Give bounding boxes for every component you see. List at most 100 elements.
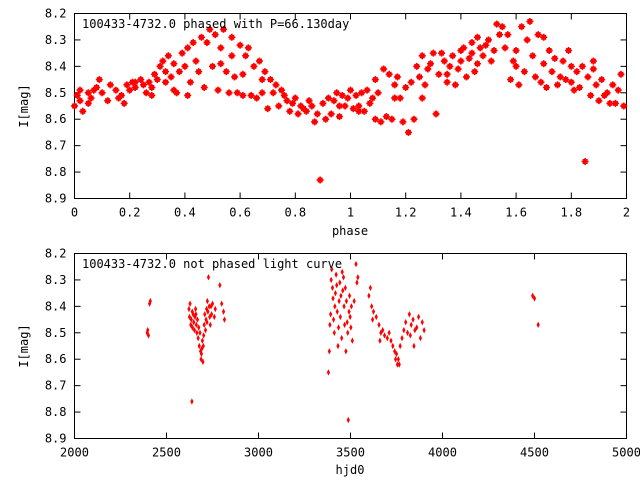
phased-data-point [189, 39, 197, 47]
unphased-data-point [222, 316, 227, 323]
phased-data-point [148, 84, 156, 91]
phased-x-tick-label: 1.8 [560, 206, 582, 220]
unphased-data-point [327, 348, 331, 355]
unphased-data-point [330, 284, 335, 292]
phased-data-point [239, 91, 247, 99]
phased-data-point [217, 60, 225, 68]
phased-data-point [504, 31, 512, 39]
phased-data-point [479, 52, 487, 60]
phased-data-point [253, 94, 261, 102]
phased-data-point [195, 68, 203, 76]
phased-data-point [451, 81, 459, 89]
phased-data-point [509, 57, 517, 65]
unphased-data-point [367, 292, 371, 299]
phased-data-point [471, 68, 479, 76]
phased-data-point [302, 107, 310, 115]
phased-data-point [79, 107, 87, 115]
phased-data-point [164, 52, 172, 60]
unphased-data-point [205, 297, 209, 305]
phased-data-point [493, 20, 501, 28]
phased-data-point [567, 62, 575, 70]
phased-data-point [250, 62, 258, 70]
phased-data-point [388, 115, 396, 123]
unphased-y-tick-label: 8.4 [45, 299, 67, 313]
unphased-data-point [201, 342, 205, 350]
phased-data-point [162, 68, 170, 76]
unphased-data-point [340, 334, 344, 342]
phased-data-point [592, 81, 600, 89]
unphased-data-point [394, 350, 399, 358]
phased-data-point [548, 68, 556, 76]
unphased-data-point [338, 279, 342, 286]
unphased-data-point [202, 321, 206, 329]
phased-data-point [462, 73, 470, 81]
phased-data-point [614, 86, 622, 94]
phased-x-tick-label: 2 [623, 206, 630, 220]
unphased-data-point [532, 295, 537, 302]
phased-data-point [562, 76, 570, 84]
phased-data-point [581, 158, 589, 165]
phased-data-point [233, 89, 241, 97]
unphased-y-axis-label: I[mag] [17, 324, 31, 367]
unphased-data-point [206, 274, 211, 281]
phased-data-point [178, 49, 186, 57]
unphased-data-point [333, 289, 338, 297]
phased-data-point [349, 105, 357, 113]
phased-data-point [512, 47, 520, 54]
phased-data-point [407, 78, 415, 86]
unphased-x-tick-label: 3500 [336, 446, 365, 460]
phased-data-point [374, 89, 382, 97]
phased-y-tick-label: 8.8 [45, 165, 67, 179]
phased-data-point [358, 89, 366, 97]
phased-data-point [156, 62, 164, 70]
phased-data-point [554, 81, 561, 89]
phased-data-point [617, 70, 625, 78]
phased-data-point [228, 52, 236, 60]
phased-data-point [264, 105, 272, 113]
phased-data-point [531, 73, 539, 81]
phased-data-point [87, 94, 95, 102]
phased-data-point [523, 36, 531, 44]
phased-data-point [123, 81, 131, 89]
phased-data-point [335, 113, 343, 121]
phased-y-tick-label: 8.4 [45, 59, 67, 73]
unphased-data-point [393, 348, 397, 355]
unphased-data-point [333, 303, 337, 310]
phased-data-point [476, 44, 484, 52]
phased-y-tick-label: 8.7 [45, 139, 67, 153]
phased-x-tick-label: 1 [347, 206, 354, 220]
phased-data-point [170, 60, 178, 68]
phased-data-point [120, 99, 128, 107]
phased-data-point [186, 78, 194, 86]
unphased-data-point [148, 297, 152, 305]
phased-data-point [609, 81, 617, 89]
phased-data-point [242, 52, 250, 60]
phased-data-point [589, 57, 597, 65]
phased-data-point [385, 70, 393, 78]
unphased-y-tick-label: 8.9 [45, 432, 67, 446]
phased-data-point [148, 91, 156, 99]
phased-data-point [117, 91, 125, 99]
phased-data-point [559, 57, 567, 65]
phased-data-point [578, 62, 586, 70]
phased-data-point [443, 70, 451, 78]
phased-data-point [432, 110, 440, 118]
phased-x-tick-labels: 0 0.2 0.4 0.6 0.8 1 1.2 1.4 1.6 1.8 2 [71, 206, 630, 220]
phased-data-point [526, 17, 534, 25]
unphased-data-point [220, 300, 224, 307]
phased-data-point [457, 57, 465, 65]
unphased-data-point [337, 297, 341, 305]
phased-y-tick-label: 8.5 [45, 86, 67, 100]
phased-data-point [465, 54, 473, 62]
unphased-data-point [395, 361, 400, 368]
unphased-data-point [190, 398, 194, 405]
unphased-data-point [331, 316, 336, 323]
unphased-y-tick-label: 8.5 [45, 326, 67, 340]
phased-data-point [413, 62, 421, 70]
unphased-plot-frame [74, 253, 627, 439]
phased-data-point [507, 76, 515, 84]
phased-data-point [449, 52, 457, 60]
phased-data-point [236, 41, 244, 49]
unphased-data-point [370, 303, 374, 310]
